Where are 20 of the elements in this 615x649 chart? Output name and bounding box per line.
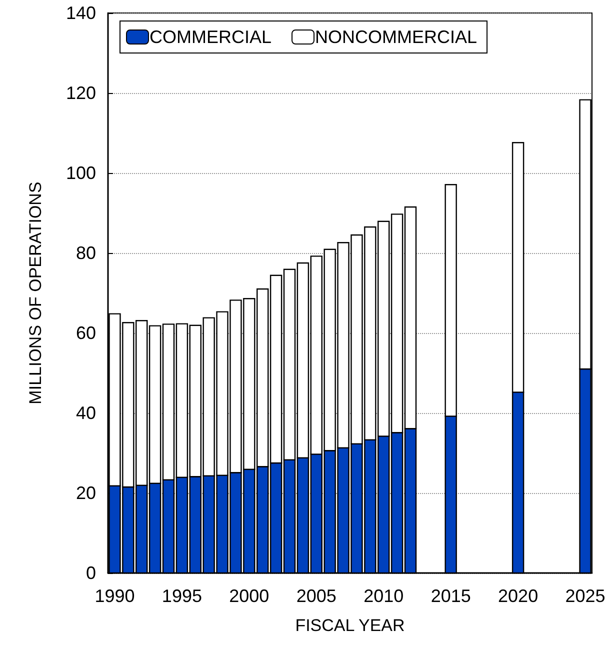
y-tick-label: 0 [86,563,96,583]
y-tick-label: 40 [76,403,96,423]
y-axis-title: MILLIONS OF OPERATIONS [26,182,45,404]
x-tick-label: 1990 [94,586,135,606]
x-tick-label: 2015 [430,586,471,606]
y-tick-label: 100 [66,163,96,183]
x-tick-label: 2025 [565,586,606,606]
y-tick-label: 20 [76,483,96,503]
x-tick-label: 2005 [296,586,336,606]
y-tick-label: 80 [76,243,96,263]
x-tick-label: 2010 [364,586,404,606]
x-axis-title: FISCAL YEAR [295,616,405,635]
x-tick-label: 2000 [229,586,270,606]
x-tick-label: 2020 [498,586,538,606]
legend-label: NONCOMMERCIAL [315,27,478,47]
y-tick-label: 140 [66,3,96,23]
x-tick-label: 1995 [162,586,202,606]
legend-label: COMMERCIAL [150,27,272,47]
y-tick-label: 60 [76,323,96,343]
y-tick-label: 120 [66,83,96,103]
